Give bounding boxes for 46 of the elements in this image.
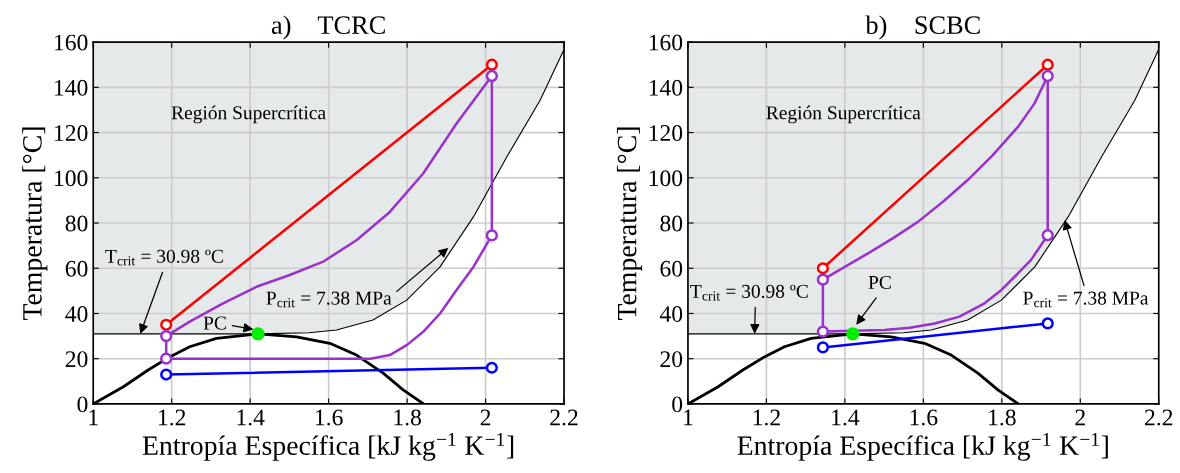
y-tick-label: 0	[77, 396, 88, 413]
annotation: PC	[203, 316, 226, 330]
x-tick-label: 1	[684, 409, 693, 426]
y-tick-label: 140	[649, 79, 683, 96]
y-tick-label: 160	[649, 34, 683, 51]
y-axis-title: Temperatura [°C]	[22, 127, 48, 321]
y-axis-title: Temperatura [°C]	[616, 127, 643, 321]
y-tick-label: 60	[65, 260, 88, 277]
annotation: Región Supercrítica	[766, 105, 921, 124]
y-tick-label: 80	[660, 215, 683, 232]
chart-title: b) SCBC	[865, 15, 980, 40]
chart-title: a) TCRC	[271, 15, 385, 40]
y-tick-label: 20	[660, 351, 683, 368]
x-tick-label: 1	[89, 409, 98, 426]
x-tick-label: 1.2	[753, 409, 780, 426]
annotation: P$_{crit}$ = 7.38 MPa	[266, 291, 392, 308]
x-tick-label: 2.2	[550, 409, 578, 426]
x-tick-label: 1.4	[237, 409, 265, 426]
x-tick-label: 1.8	[394, 409, 421, 426]
y-tick-label: 100	[55, 170, 88, 187]
y-tick-label: 100	[649, 170, 683, 187]
x-tick-label: 1.6	[315, 409, 343, 426]
y-tick-label: 60	[660, 260, 683, 277]
y-tick-label: 120	[649, 125, 683, 141]
y-tick-label: 120	[55, 125, 88, 141]
y-tick-label: 40	[659, 305, 683, 322]
y-tick-label: 20	[65, 351, 88, 368]
x-tick-label: 2	[1075, 409, 1085, 426]
x-tick-label: 2	[480, 409, 491, 426]
x-tick-label: 1.2	[159, 409, 186, 426]
x-axis-title: Entropía Específica [kJ kg$^{−1}$ K$^{−1}$]	[737, 432, 1108, 461]
annotation: T$_{crit}$ = 30.98 ºC	[690, 284, 808, 301]
x-tick-label: 2.2	[1145, 409, 1173, 426]
x-tick-label: 1.8	[989, 409, 1016, 426]
y-tick-label: 80	[65, 215, 88, 232]
y-tick-label: 160	[55, 34, 88, 51]
annotation: PC	[868, 275, 891, 289]
y-tick-label: 140	[55, 79, 88, 96]
annotation: T$_{crit}$ = 30.98 ºC	[105, 249, 223, 266]
x-axis-title: Entropía Específica [kJ kg$^{−1}$ K$^{−1}$]	[142, 432, 514, 461]
y-tick-label: 40	[65, 305, 88, 322]
x-tick-label: 1.6	[910, 409, 938, 426]
annotation: P$_{crit}$ = 7.38 MPa	[1023, 291, 1149, 308]
x-tick-label: 1.4	[832, 409, 860, 426]
annotation: Región Supercrítica	[171, 105, 326, 124]
y-tick-label: 0	[672, 396, 683, 413]
